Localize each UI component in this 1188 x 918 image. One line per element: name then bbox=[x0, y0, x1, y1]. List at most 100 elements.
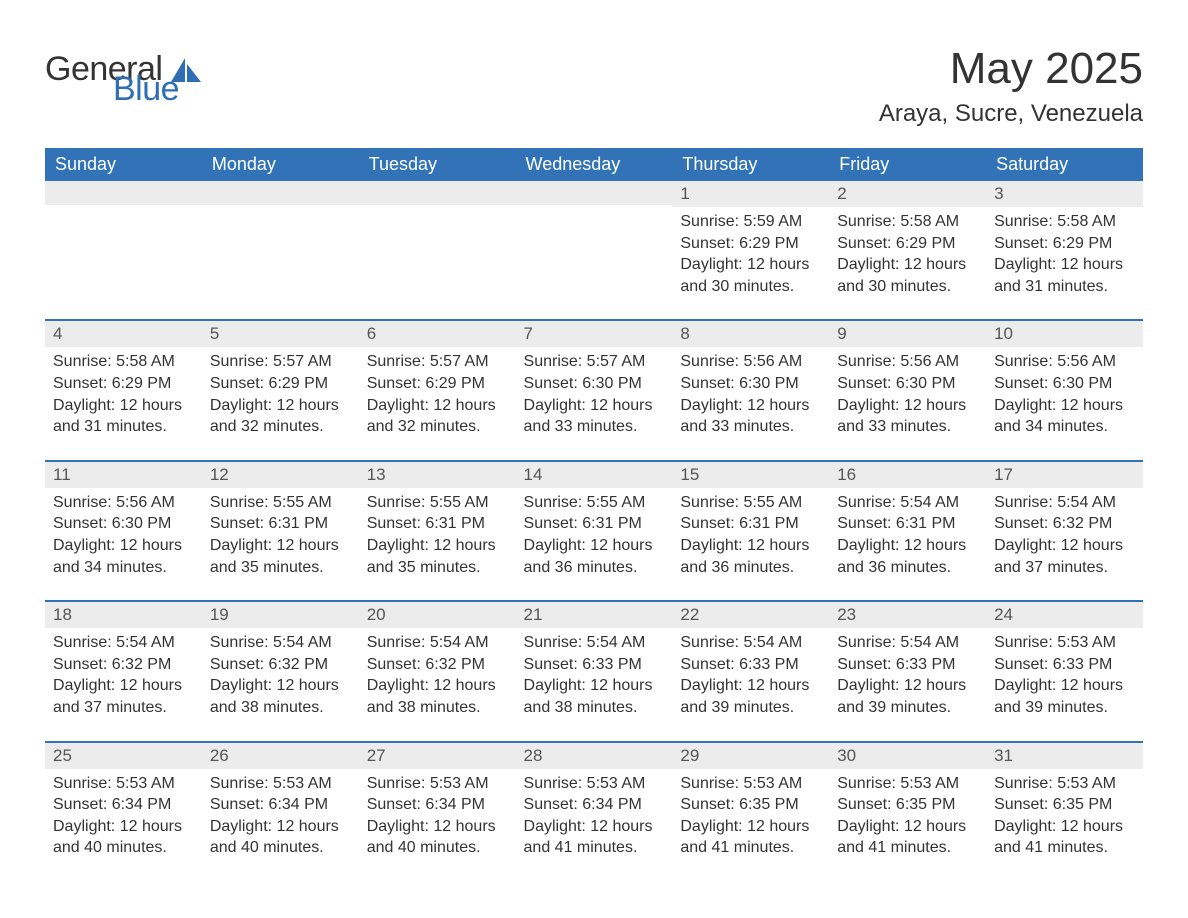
day-number: 17 bbox=[986, 462, 1143, 488]
day-details: Sunrise: 5:53 AMSunset: 6:35 PMDaylight:… bbox=[672, 769, 829, 881]
calendar-cell: 11 Sunrise: 5:56 AMSunset: 6:30 PMDayligh… bbox=[45, 461, 202, 601]
day-number: 5 bbox=[202, 321, 359, 347]
col-friday: Friday bbox=[829, 148, 986, 181]
sunrise-text: Sunrise: 5:53 AM bbox=[837, 773, 978, 795]
sunrise-text: Sunrise: 5:54 AM bbox=[210, 632, 351, 654]
day-details: Sunrise: 5:57 AMSunset: 6:29 PMDaylight:… bbox=[359, 347, 516, 459]
sunrise-text: Sunrise: 5:56 AM bbox=[837, 351, 978, 373]
col-tuesday: Tuesday bbox=[359, 148, 516, 181]
sunset-text: Sunset: 6:33 PM bbox=[837, 654, 978, 676]
sunrise-text: Sunrise: 5:59 AM bbox=[680, 211, 821, 233]
daylight-text: Daylight: 12 hours and 31 minutes. bbox=[53, 395, 194, 438]
daylight-text: Daylight: 12 hours and 40 minutes. bbox=[367, 816, 508, 859]
daylight-text: Daylight: 12 hours and 41 minutes. bbox=[680, 816, 821, 859]
daylight-text: Daylight: 12 hours and 37 minutes. bbox=[53, 675, 194, 718]
sunrise-text: Sunrise: 5:55 AM bbox=[524, 492, 665, 514]
sunrise-text: Sunrise: 5:56 AM bbox=[994, 351, 1135, 373]
day-details: Sunrise: 5:58 AMSunset: 6:29 PMDaylight:… bbox=[45, 347, 202, 459]
day-details: Sunrise: 5:54 AMSunset: 6:32 PMDaylight:… bbox=[359, 628, 516, 740]
sunrise-text: Sunrise: 5:55 AM bbox=[210, 492, 351, 514]
calendar-cell: 6Sunrise: 5:57 AMSunset: 6:29 PMDaylight… bbox=[359, 320, 516, 460]
day-number: 19 bbox=[202, 602, 359, 628]
daylight-text: Daylight: 12 hours and 41 minutes. bbox=[994, 816, 1135, 859]
calendar-cell: 12Sunrise: 5:55 AMSunset: 6:31 PMDayligh… bbox=[202, 461, 359, 601]
calendar-week-row: 11Sunrise: 5:56 AMSunset: 6:30 PMDayligh… bbox=[45, 461, 1143, 601]
sunrise-text: Sunrise: 5:53 AM bbox=[367, 773, 508, 795]
sunrise-text: Sunrise: 5:54 AM bbox=[837, 632, 978, 654]
calendar-cell: 26Sunrise: 5:53 AMSunset: 6:34 PMDayligh… bbox=[202, 742, 359, 881]
calendar-cell: 18Sunrise: 5:54 AMSunset: 6:32 PMDayligh… bbox=[45, 601, 202, 741]
day-details: Sunrise: 5:54 AMSunset: 6:33 PMDaylight:… bbox=[829, 628, 986, 740]
logo-word2: Blue bbox=[113, 72, 201, 106]
calendar-cell: 9Sunrise: 5:56 AMSunset: 6:30 PMDaylight… bbox=[829, 320, 986, 460]
calendar-cell: 19Sunrise: 5:54 AMSunset: 6:32 PMDayligh… bbox=[202, 601, 359, 741]
sunset-text: Sunset: 6:31 PM bbox=[367, 513, 508, 535]
calendar-week-row: 1Sunrise: 5:59 AMSunset: 6:29 PMDaylight… bbox=[45, 181, 1143, 320]
day-number bbox=[202, 181, 359, 205]
sunset-text: Sunset: 6:30 PM bbox=[994, 373, 1135, 395]
sunset-text: Sunset: 6:35 PM bbox=[994, 794, 1135, 816]
sunset-text: Sunset: 6:32 PM bbox=[210, 654, 351, 676]
daylight-text: Daylight: 12 hours and 33 minutes. bbox=[524, 395, 665, 438]
day-number: 12 bbox=[202, 462, 359, 488]
col-saturday: Saturday bbox=[986, 148, 1143, 181]
calendar-cell bbox=[359, 181, 516, 320]
sunrise-text: Sunrise: 5:57 AM bbox=[367, 351, 508, 373]
daylight-text: Daylight: 12 hours and 33 minutes. bbox=[837, 395, 978, 438]
day-details: Sunrise: 5:56 AMSunset: 6:30 PMDaylight:… bbox=[829, 347, 986, 459]
daylight-text: Daylight: 12 hours and 30 minutes. bbox=[680, 254, 821, 297]
calendar-cell: 3Sunrise: 5:58 AMSunset: 6:29 PMDaylight… bbox=[986, 181, 1143, 320]
day-details: Sunrise: 5:53 AMSunset: 6:34 PMDaylight:… bbox=[516, 769, 673, 881]
sunset-text: Sunset: 6:31 PM bbox=[680, 513, 821, 535]
daylight-text: Daylight: 12 hours and 32 minutes. bbox=[210, 395, 351, 438]
sunset-text: Sunset: 6:30 PM bbox=[680, 373, 821, 395]
page-header: General Blue May 2025 Araya, Sucre, Vene… bbox=[45, 30, 1143, 140]
sunset-text: Sunset: 6:35 PM bbox=[680, 794, 821, 816]
daylight-text: Daylight: 12 hours and 35 minutes. bbox=[367, 535, 508, 578]
sunset-text: Sunset: 6:34 PM bbox=[53, 794, 194, 816]
day-details: Sunrise: 5:57 AMSunset: 6:30 PMDaylight:… bbox=[516, 347, 673, 459]
calendar-cell: 13Sunrise: 5:55 AMSunset: 6:31 PMDayligh… bbox=[359, 461, 516, 601]
calendar-cell: 14Sunrise: 5:55 AMSunset: 6:31 PMDayligh… bbox=[516, 461, 673, 601]
sunset-text: Sunset: 6:31 PM bbox=[837, 513, 978, 535]
sunset-text: Sunset: 6:30 PM bbox=[53, 513, 194, 535]
day-details: Sunrise: 5:54 AMSunset: 6:32 PMDaylight:… bbox=[986, 488, 1143, 600]
day-number: 13 bbox=[359, 462, 516, 488]
daylight-text: Daylight: 12 hours and 36 minutes. bbox=[837, 535, 978, 578]
daylight-text: Daylight: 12 hours and 33 minutes. bbox=[680, 395, 821, 438]
calendar-cell: 28Sunrise: 5:53 AMSunset: 6:34 PMDayligh… bbox=[516, 742, 673, 881]
daylight-text: Daylight: 12 hours and 39 minutes. bbox=[994, 675, 1135, 718]
daylight-text: Daylight: 12 hours and 31 minutes. bbox=[994, 254, 1135, 297]
sunrise-text: Sunrise: 5:56 AM bbox=[53, 492, 194, 514]
daylight-text: Daylight: 12 hours and 34 minutes. bbox=[994, 395, 1135, 438]
day-details: Sunrise: 5:53 AMSunset: 6:35 PMDaylight:… bbox=[986, 769, 1143, 881]
sunset-text: Sunset: 6:29 PM bbox=[994, 233, 1135, 255]
sunset-text: Sunset: 6:35 PM bbox=[837, 794, 978, 816]
day-details: Sunrise: 5:53 AMSunset: 6:33 PMDaylight:… bbox=[986, 628, 1143, 740]
day-details: Sunrise: 5:53 AMSunset: 6:34 PMDaylight:… bbox=[202, 769, 359, 881]
calendar-cell: 20Sunrise: 5:54 AMSunset: 6:32 PMDayligh… bbox=[359, 601, 516, 741]
sunrise-text: Sunrise: 5:54 AM bbox=[994, 492, 1135, 514]
sunrise-text: Sunrise: 5:53 AM bbox=[994, 773, 1135, 795]
day-details: Sunrise: 5:55 AMSunset: 6:31 PMDaylight:… bbox=[672, 488, 829, 600]
day-number bbox=[359, 181, 516, 205]
daylight-text: Daylight: 12 hours and 36 minutes. bbox=[680, 535, 821, 578]
sunset-text: Sunset: 6:34 PM bbox=[524, 794, 665, 816]
calendar-cell: 4Sunrise: 5:58 AMSunset: 6:29 PMDaylight… bbox=[45, 320, 202, 460]
month-title: May 2025 bbox=[879, 44, 1143, 94]
calendar-cell: 17Sunrise: 5:54 AMSunset: 6:32 PMDayligh… bbox=[986, 461, 1143, 601]
daylight-text: Daylight: 12 hours and 37 minutes. bbox=[994, 535, 1135, 578]
day-number: 20 bbox=[359, 602, 516, 628]
daylight-text: Daylight: 12 hours and 36 minutes. bbox=[524, 535, 665, 578]
day-details: Sunrise: 5:54 AMSunset: 6:31 PMDaylight:… bbox=[829, 488, 986, 600]
calendar-cell: 8Sunrise: 5:56 AMSunset: 6:30 PMDaylight… bbox=[672, 320, 829, 460]
sunset-text: Sunset: 6:29 PM bbox=[680, 233, 821, 255]
day-details: Sunrise: 5:56 AMSunset: 6:30 PMDaylight:… bbox=[672, 347, 829, 459]
calendar-header-row: Sunday Monday Tuesday Wednesday Thursday… bbox=[45, 148, 1143, 181]
calendar-cell: 30Sunrise: 5:53 AMSunset: 6:35 PMDayligh… bbox=[829, 742, 986, 881]
day-number: 11 bbox=[45, 462, 202, 488]
daylight-text: Daylight: 12 hours and 34 minutes. bbox=[53, 535, 194, 578]
sunrise-text: Sunrise: 5:53 AM bbox=[680, 773, 821, 795]
calendar-cell bbox=[202, 181, 359, 320]
sunset-text: Sunset: 6:34 PM bbox=[367, 794, 508, 816]
